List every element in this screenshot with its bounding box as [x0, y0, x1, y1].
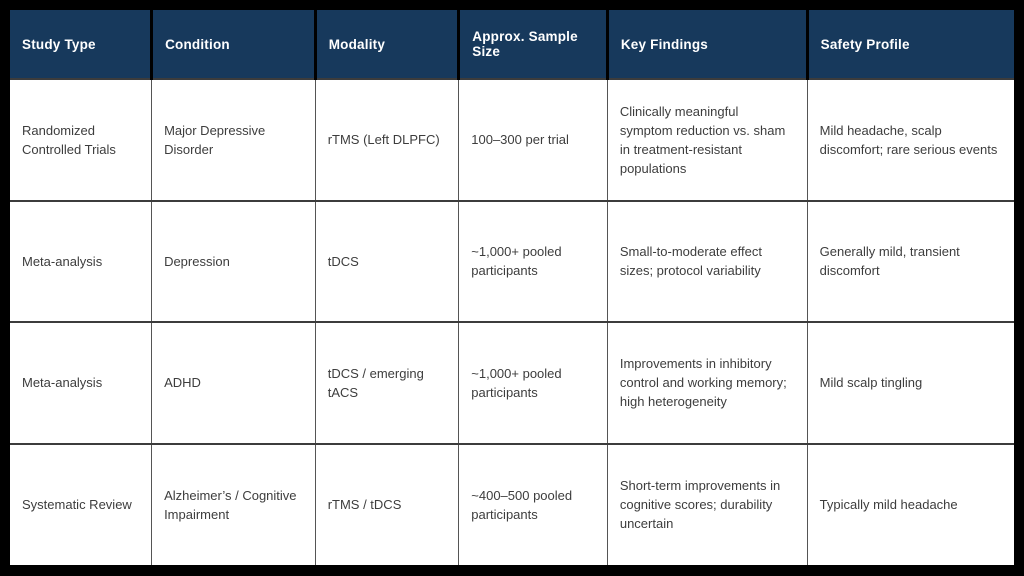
table-cell: 100–300 per trial [458, 78, 608, 201]
table-cell: Mild headache, scalp discomfort; rare se… [806, 78, 1014, 201]
table-row: Meta-analysis ADHD tDCS / emerging tACS ~1,… [10, 321, 1014, 444]
column-header: Safety Profile [805, 10, 1014, 79]
table-cell: tDCS [314, 199, 460, 323]
table-row: Randomized Controlled Trials Major Depres… [10, 78, 1014, 201]
neurostimulation-studies-table: Study Type Condition Modality Approx. Sampl… [10, 10, 1014, 565]
column-header: Condition [150, 10, 316, 79]
column-header: Study Type [10, 10, 152, 79]
table-cell: Randomized Controlled Trials [10, 78, 153, 201]
table-cell: ~1,000+ pooled participants [458, 199, 608, 323]
table-cell: Meta-analysis [10, 321, 153, 444]
table-cell: Depression [151, 199, 316, 323]
table-cell: Major Depressive Disorder [151, 78, 316, 201]
table-cell: rTMS (Left DLPFC) [314, 78, 460, 201]
table-cell: tDCS / emerging tACS [314, 321, 460, 444]
table-cell: Alzheimer’s / Cognitive Impairment [151, 442, 316, 565]
table-cell: Typically mild headache [806, 442, 1014, 565]
table-cell: ~400–500 pooled participants [458, 442, 608, 565]
table-cell: Systematic Review [10, 442, 153, 565]
table-cell: Short-term improvements in cognitive sco… [606, 442, 808, 565]
column-header: Approx. Sample Size [457, 10, 608, 79]
column-header: Key Findings [605, 10, 808, 79]
column-header: Modality [313, 10, 459, 79]
table-cell: Small-to-moderate effect sizes; protocol… [606, 199, 808, 323]
table-cell: Mild scalp tingling [806, 321, 1014, 444]
table-cell: Improvements in inhibitory control and w… [606, 321, 808, 444]
table-row: Meta-analysis Depression tDCS ~1,000+ poole… [10, 199, 1014, 323]
table-header: Study Type Condition Modality Approx. Sampl… [10, 10, 1014, 79]
header-row: Study Type Condition Modality Approx. Sampl… [10, 10, 1014, 79]
table-cell: Generally mild, transient discomfort [806, 199, 1014, 323]
table-cell: ~1,000+ pooled participants [458, 321, 608, 444]
table-cell: Meta-analysis [10, 199, 153, 323]
table-cell: ADHD [151, 321, 316, 444]
table-row: Systematic Review Alzheimer’s / Cognitive… [10, 442, 1014, 565]
table-body: Randomized Controlled Trials Major Depres… [10, 78, 1014, 565]
table-cell: Clinically meaningful symptom reduction … [606, 78, 808, 201]
table-cell: rTMS / tDCS [314, 442, 460, 565]
